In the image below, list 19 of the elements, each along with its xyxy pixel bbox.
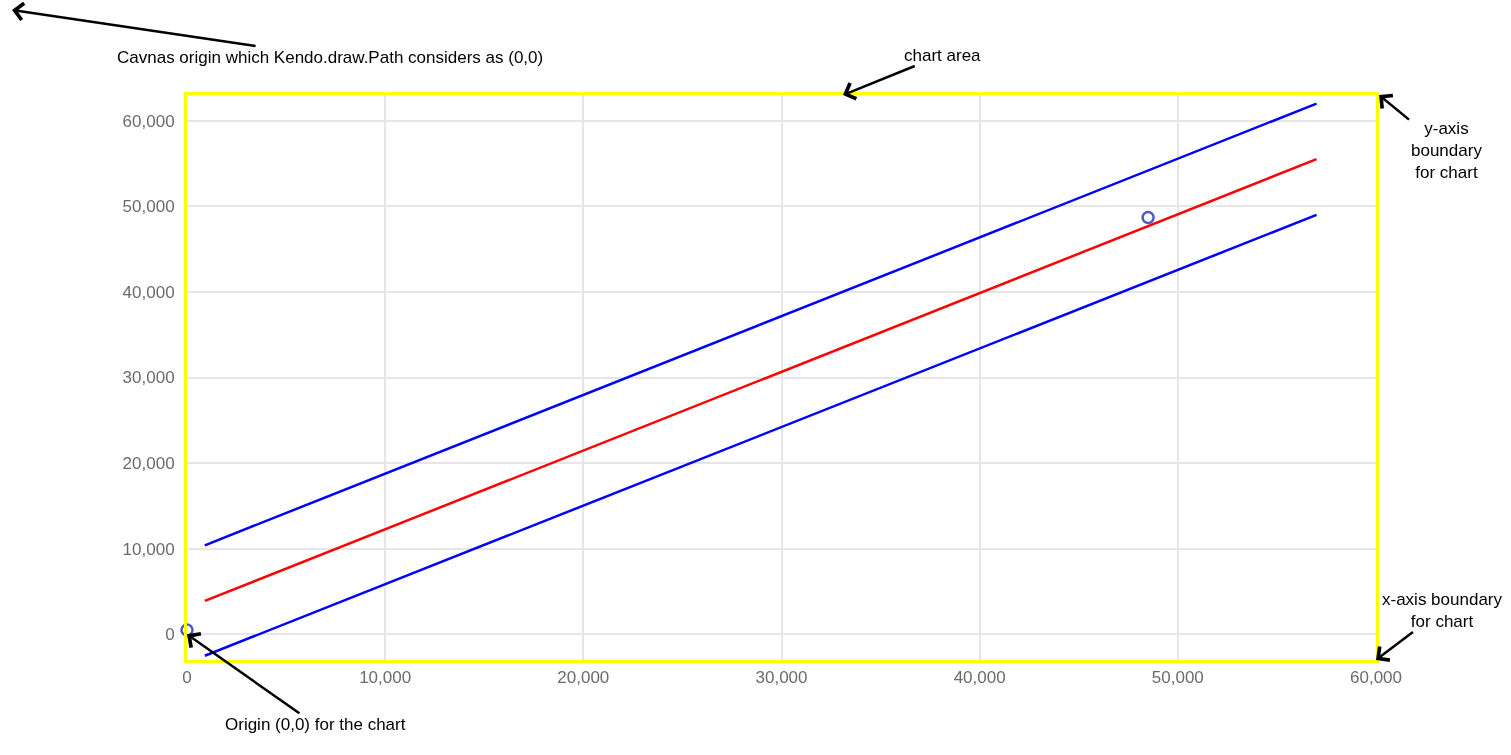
y-tick-label: 60,000 — [122, 111, 175, 131]
y-tick-label: 30,000 — [122, 368, 175, 388]
x-tick-label: 10,000 — [359, 668, 412, 688]
x-tick-label: 50,000 — [1151, 668, 1204, 688]
y-tick-label: 10,000 — [122, 539, 175, 559]
x-tick-label: 60,000 — [1350, 668, 1402, 688]
x-tick-label: 40,000 — [953, 668, 1006, 688]
y-tick-label: 20,000 — [122, 454, 175, 474]
y-tick-label: 40,000 — [122, 282, 175, 302]
x-tick-label: 20,000 — [557, 668, 610, 688]
y-tick-label: 0 — [165, 625, 175, 645]
text: chart area — [904, 46, 982, 65]
text: x-axis boundary for chart — [1382, 590, 1503, 632]
text: Cavnas origin which Kendo.draw.Path considers as (0,0) — [117, 48, 544, 67]
y-tick-label: 50,000 — [122, 197, 175, 217]
text: y-axis boundary for chart — [1411, 119, 1483, 183]
x-tick-label: 0 — [182, 668, 192, 688]
annotation: Origin (0,0) for the chart — [225, 715, 406, 734]
x-tick-label: 30,000 — [755, 668, 808, 688]
